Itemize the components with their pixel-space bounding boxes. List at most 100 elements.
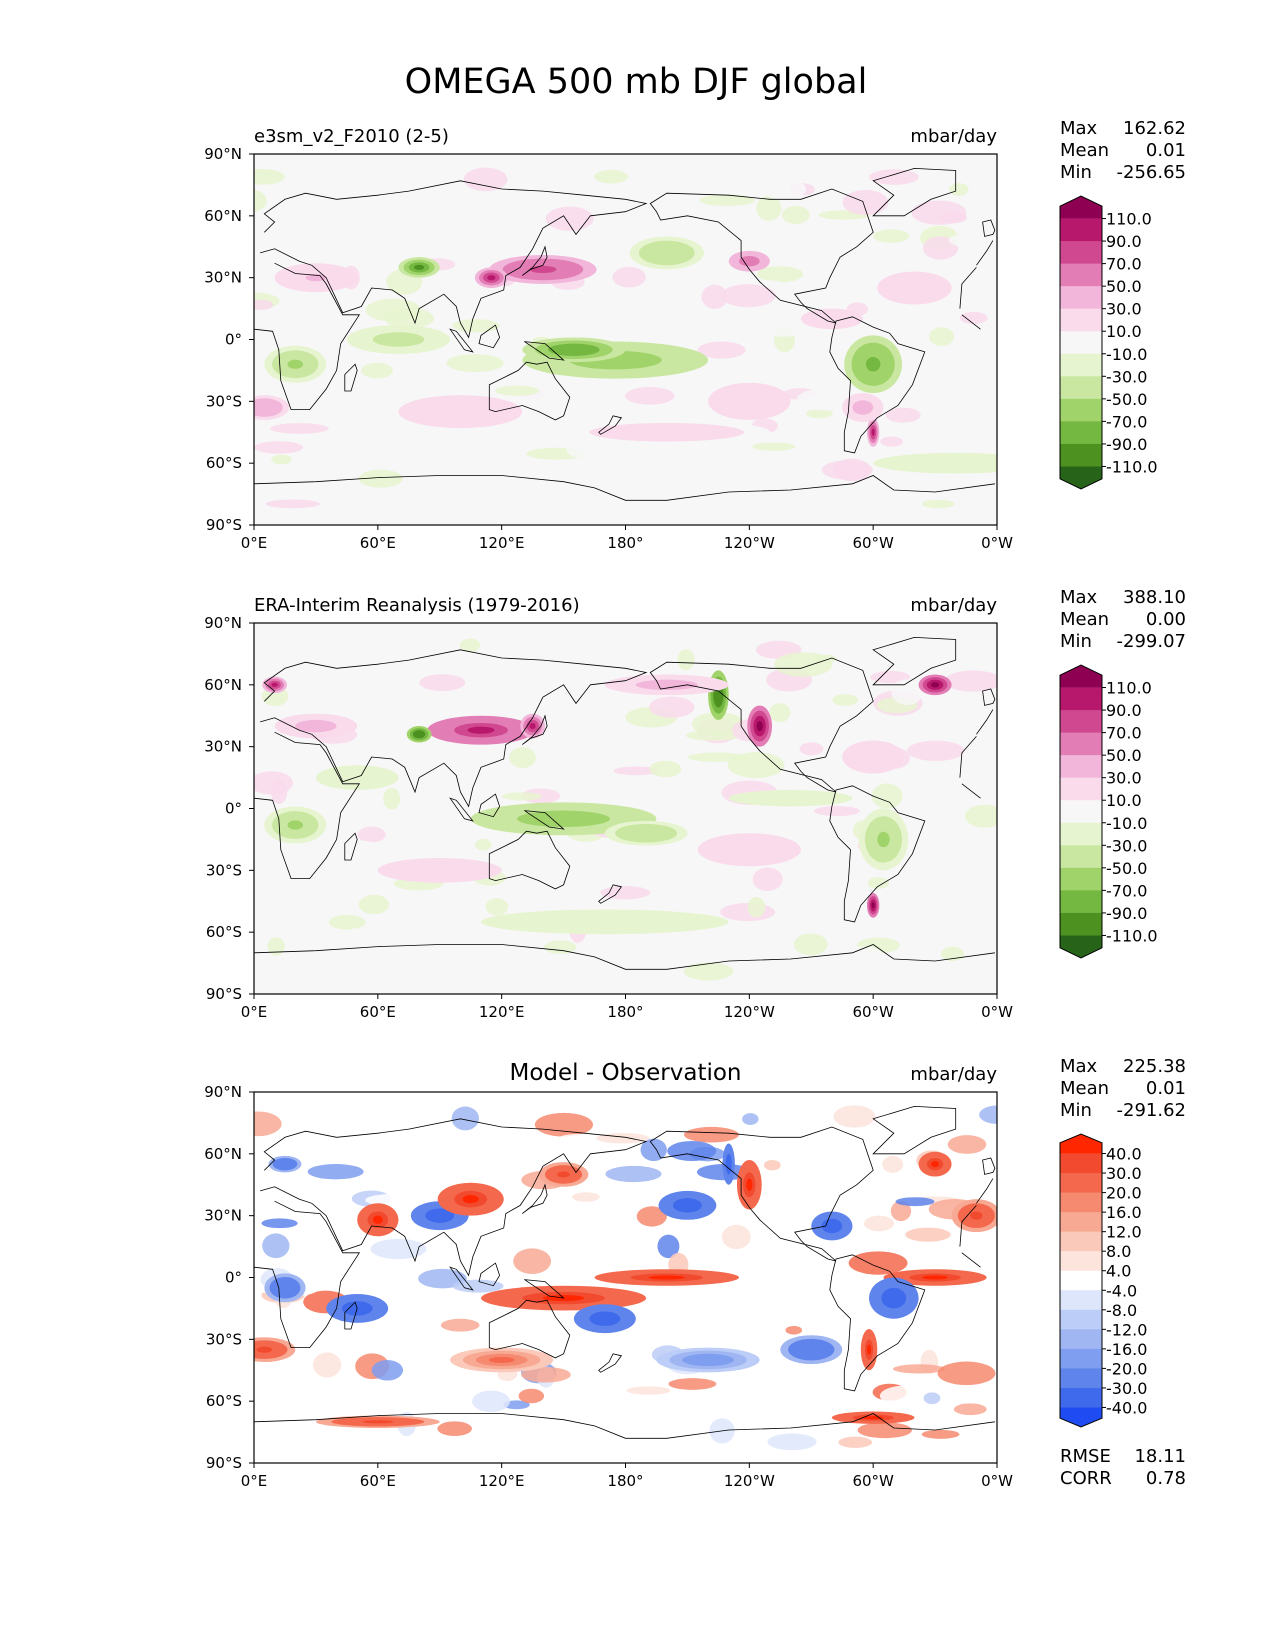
- contour-patch: [451, 1106, 480, 1131]
- contour-patch: [553, 1133, 601, 1151]
- coastline: [449, 797, 474, 822]
- colorbar-extend-bottom: [1060, 466, 1102, 489]
- contour-patch: [463, 167, 508, 192]
- colorbar-segment: [1060, 1231, 1102, 1252]
- contour-patch: [279, 1284, 291, 1292]
- contour-patch: [594, 169, 629, 184]
- colorbar-extend-top: [1060, 1134, 1102, 1154]
- y-tick-label: 30°N: [204, 1207, 242, 1225]
- contour-patch: [544, 940, 577, 955]
- contour-patch: [785, 1325, 803, 1335]
- rmse-label: RMSE: [1060, 1446, 1111, 1467]
- colorbar-segment: [1060, 822, 1102, 846]
- coastline: [478, 324, 501, 349]
- contour-patch: [440, 1318, 480, 1332]
- contour-patch: [824, 316, 840, 322]
- contour-patch: [702, 451, 745, 463]
- stat-min-value: -256.65: [1117, 162, 1186, 183]
- colorbar-tick-label: -10.0: [1106, 814, 1147, 833]
- contour-patch: [769, 703, 791, 723]
- contour-patch: [959, 311, 988, 324]
- contour-patch: [328, 914, 366, 930]
- contour-patch: [959, 347, 997, 373]
- contour-patch: [365, 1193, 425, 1207]
- contour-patch: [605, 1165, 662, 1183]
- contour-patch: [383, 787, 401, 810]
- contour-patch: [688, 752, 746, 762]
- contour-patch: [459, 638, 481, 653]
- contour-patch: [921, 1429, 960, 1439]
- y-tick-label: 60°N: [204, 1145, 242, 1163]
- colorbar-tick-label: -90.0: [1106, 904, 1147, 923]
- contour-patch: [254, 496, 268, 509]
- contour-patch: [385, 335, 412, 344]
- contour-patch: [256, 1346, 273, 1353]
- colorbar-tick-label: -30.0: [1106, 836, 1147, 855]
- contour-patch: [370, 1238, 427, 1260]
- stat-max-label: Max: [1060, 118, 1098, 139]
- colorbar-segment: [1060, 732, 1102, 756]
- contour-patch: [305, 274, 327, 282]
- contour-patch: [566, 440, 606, 459]
- y-tick-label: 30°S: [206, 861, 242, 879]
- contour-patch: [254, 190, 267, 212]
- contour-patch: [843, 946, 885, 966]
- contour-patch: [871, 428, 875, 436]
- contour-patch: [937, 1361, 996, 1386]
- x-tick-label: 0°W: [981, 534, 1013, 552]
- contour-patch: [341, 806, 358, 825]
- contour-patch: [677, 649, 695, 671]
- contour-patch: [947, 1135, 987, 1154]
- contour-patch: [799, 742, 824, 756]
- contour-patch: [695, 1356, 721, 1364]
- x-tick-label: 60°E: [360, 1003, 396, 1021]
- colorbar-segment: [1060, 398, 1102, 422]
- coastlines: [254, 636, 996, 970]
- contour-patch: [865, 357, 881, 372]
- y-tick-label: 30°N: [204, 738, 242, 756]
- contour-patch: [774, 652, 833, 677]
- contour-patch: [680, 1201, 695, 1209]
- colorbar-tick-label: 50.0: [1106, 277, 1142, 296]
- contour-patch: [953, 917, 997, 928]
- contour-patch: [640, 1138, 667, 1162]
- coastline: [524, 1279, 565, 1299]
- coastline: [344, 363, 358, 392]
- contour-patch: [907, 740, 965, 762]
- colorbar-tick-label: -20.0: [1106, 1359, 1147, 1378]
- contour-patch: [970, 1211, 983, 1220]
- contour-patch: [731, 1284, 764, 1299]
- x-tick-label: 0°W: [981, 1472, 1013, 1490]
- contour-patch: [501, 792, 543, 801]
- map-panel: 0°E 60°E 120°E 180° 120°W 60°W 0°W 90°N 60°N 30°N…: [204, 118, 1186, 552]
- contour-patch: [254, 1111, 282, 1137]
- contour-patch: [305, 722, 327, 730]
- contour-patch: [444, 407, 476, 416]
- contour-patch: [879, 1385, 934, 1407]
- contour-patch: [254, 299, 274, 311]
- contour-patch: [419, 674, 466, 692]
- coastline: [524, 341, 565, 361]
- panels: 0°E 60°E 120°E 180° 120°W 60°W 0°W 90°N 60°N 30°N…: [204, 118, 1186, 1490]
- contour-patch: [775, 796, 807, 801]
- contour-patch: [867, 877, 889, 889]
- contour-patch: [826, 1222, 838, 1230]
- coastline: [522, 1183, 548, 1214]
- contour-patch: [360, 362, 394, 379]
- contour-patch: [727, 1158, 731, 1170]
- contour-patch: [626, 1386, 671, 1395]
- contour-patch: [262, 1233, 290, 1259]
- contour-patch: [452, 319, 500, 333]
- coastline: [254, 475, 995, 501]
- stat-min-label: Min: [1060, 631, 1092, 652]
- contour-patch: [657, 248, 677, 258]
- contour-patch: [756, 195, 782, 221]
- contour-patch: [345, 928, 364, 942]
- contour-patch: [887, 1292, 900, 1304]
- y-tick-label: 90°S: [206, 516, 242, 534]
- contour-patch: [371, 1360, 404, 1381]
- stat-max-value: 162.62: [1123, 118, 1186, 139]
- y-tick-label: 30°S: [206, 392, 242, 410]
- contour-patch: [697, 341, 746, 359]
- contour-patch: [540, 814, 587, 823]
